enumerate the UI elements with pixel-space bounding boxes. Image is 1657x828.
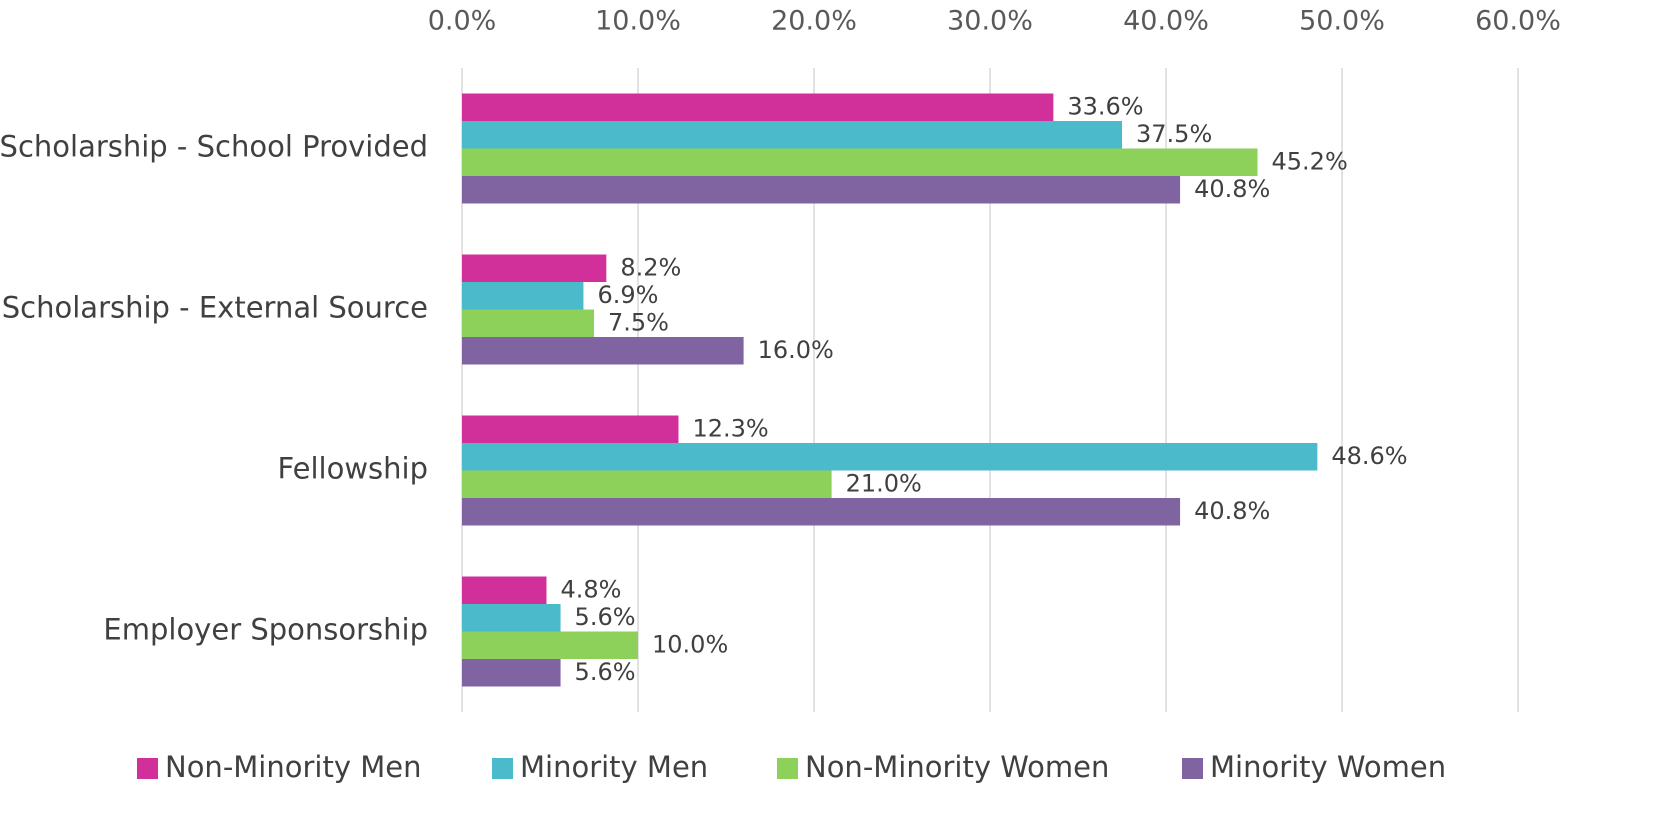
category-label: Scholarship - External Source <box>2 291 428 325</box>
x-tick-label: 10.0% <box>595 6 681 37</box>
bar <box>462 498 1181 526</box>
legend-swatch <box>492 758 513 779</box>
data-label: 45.2% <box>1272 147 1348 175</box>
bar <box>462 93 1054 121</box>
bar <box>462 121 1122 149</box>
x-tick-label: 60.0% <box>1475 6 1561 37</box>
bar <box>462 309 594 337</box>
bar <box>462 576 547 604</box>
data-label: 33.6% <box>1067 92 1143 120</box>
data-label: 12.3% <box>692 414 768 442</box>
category-label: Employer Sponsorship <box>103 613 428 647</box>
category-label: Scholarship - School Provided <box>0 130 428 164</box>
data-label: 8.2% <box>620 253 681 281</box>
data-label: 6.9% <box>597 281 658 309</box>
x-tick-label: 40.0% <box>1123 6 1209 37</box>
x-tick-label: 30.0% <box>947 6 1033 37</box>
bar <box>462 254 607 282</box>
bar <box>462 604 561 632</box>
data-label: 48.6% <box>1331 442 1407 470</box>
legend-swatch <box>777 758 798 779</box>
x-tick-label: 20.0% <box>771 6 857 37</box>
bar <box>462 443 1318 471</box>
data-label: 5.6% <box>575 658 636 686</box>
data-label: 21.0% <box>846 469 922 497</box>
data-label: 40.8% <box>1194 497 1270 525</box>
bar <box>462 282 584 310</box>
bar <box>462 148 1258 176</box>
legend-label: Minority Men <box>520 750 708 784</box>
data-label: 37.5% <box>1136 120 1212 148</box>
x-tick-label: 50.0% <box>1299 6 1385 37</box>
bar <box>462 470 832 498</box>
data-label: 5.6% <box>575 603 636 631</box>
bar <box>462 337 744 365</box>
bar <box>462 176 1181 204</box>
legend-swatch <box>1182 758 1203 779</box>
data-label: 7.5% <box>608 308 669 336</box>
data-label: 16.0% <box>758 336 834 364</box>
data-label: 40.8% <box>1194 175 1270 203</box>
data-label: 10.0% <box>652 630 728 658</box>
bar <box>462 659 561 687</box>
legend-swatch <box>137 758 158 779</box>
data-label: 4.8% <box>560 575 621 603</box>
x-tick-label: 0.0% <box>428 6 497 37</box>
legend-label: Minority Women <box>1210 750 1446 784</box>
legend-label: Non-Minority Men <box>165 750 421 784</box>
category-label: Fellowship <box>278 452 428 486</box>
legend-label: Non-Minority Women <box>805 750 1109 784</box>
bar <box>462 631 638 659</box>
bar <box>462 415 679 443</box>
